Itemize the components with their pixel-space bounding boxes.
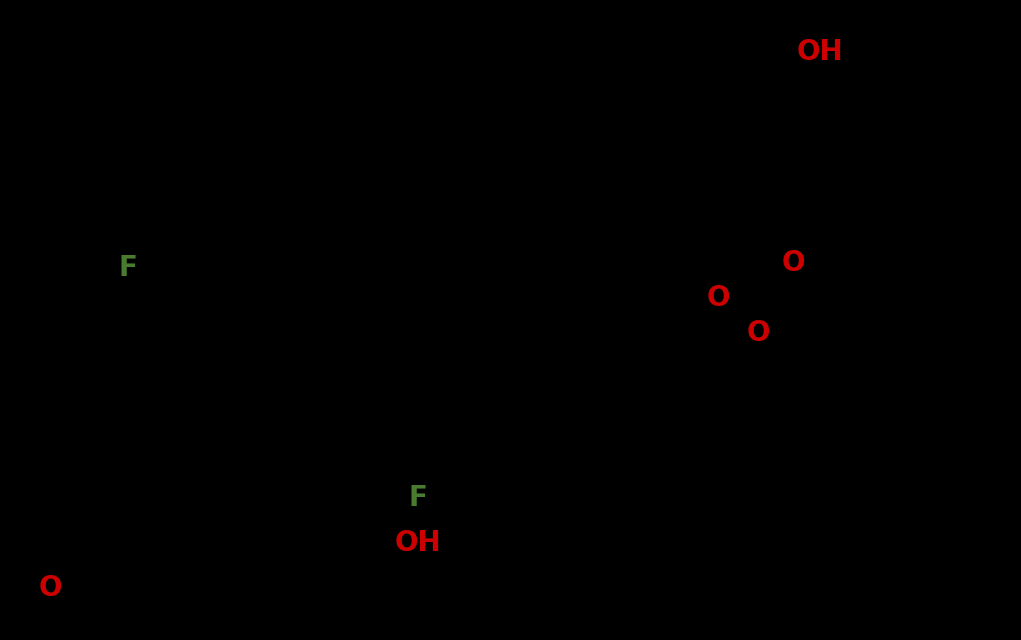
Text: O: O xyxy=(746,319,770,347)
Text: OH: OH xyxy=(796,38,843,66)
Text: O: O xyxy=(781,249,805,277)
Text: F: F xyxy=(408,484,428,512)
Text: F: F xyxy=(118,254,138,282)
Text: O: O xyxy=(707,284,730,312)
Text: O: O xyxy=(38,574,61,602)
Text: OH: OH xyxy=(395,529,441,557)
